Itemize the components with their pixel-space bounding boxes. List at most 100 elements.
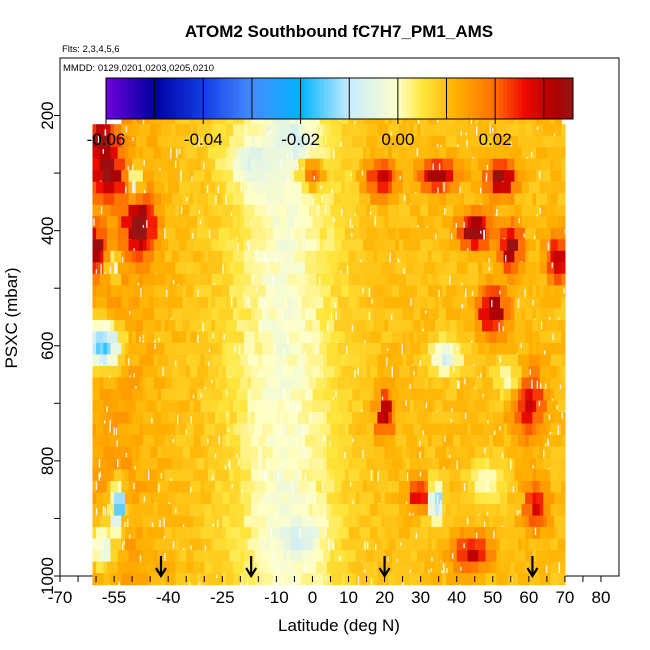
heatmap-cell bbox=[420, 124, 425, 137]
heatmap-cell bbox=[135, 527, 144, 540]
heatmap-cell bbox=[254, 193, 267, 206]
heatmap-cell bbox=[384, 446, 389, 459]
heatmap-cell bbox=[330, 423, 339, 436]
flight-track-mark bbox=[324, 576, 327, 580]
heatmap-cell bbox=[233, 527, 241, 540]
flight-track-mark bbox=[545, 443, 547, 449]
heatmap-cell bbox=[370, 492, 375, 505]
heatmap-cell bbox=[121, 273, 130, 286]
flight-track-mark bbox=[511, 577, 513, 583]
heatmap-cell bbox=[312, 573, 317, 586]
heatmap-cell bbox=[438, 550, 443, 563]
heatmap-cell bbox=[492, 388, 501, 401]
heatmap-cell bbox=[204, 204, 209, 217]
heatmap-cell bbox=[287, 550, 292, 563]
heatmap-cell bbox=[150, 492, 155, 505]
heatmap-cell bbox=[420, 193, 429, 206]
heatmap-cell bbox=[366, 227, 378, 240]
heatmap-cell bbox=[435, 550, 440, 563]
heatmap-cell bbox=[240, 446, 252, 459]
heatmap-cell bbox=[561, 158, 566, 171]
heatmap-cell bbox=[492, 377, 505, 390]
flight-track-mark bbox=[116, 440, 118, 452]
heatmap-cell bbox=[474, 538, 487, 551]
heatmap-cell bbox=[399, 319, 411, 332]
heatmap-cell bbox=[449, 458, 461, 471]
heatmap-cell bbox=[193, 285, 202, 298]
heatmap-cell bbox=[536, 458, 544, 471]
heatmap-cell bbox=[251, 412, 256, 425]
heatmap-cell bbox=[503, 308, 512, 321]
flight-track-mark bbox=[122, 543, 124, 554]
heatmap-cell bbox=[269, 458, 281, 471]
heatmap-cell bbox=[514, 227, 526, 240]
heatmap-cell bbox=[193, 193, 198, 206]
heatmap-cell bbox=[96, 342, 101, 355]
flight-track-mark bbox=[170, 147, 172, 159]
heatmap-cell bbox=[211, 124, 216, 137]
heatmap-cell bbox=[294, 423, 303, 436]
heatmap-cell bbox=[431, 435, 443, 448]
heatmap-cell bbox=[507, 423, 512, 436]
heatmap-cell bbox=[124, 469, 130, 482]
colorbar-segment bbox=[386, 78, 391, 119]
heatmap-cell bbox=[373, 216, 382, 229]
heatmap-cell bbox=[298, 285, 306, 298]
flight-track-mark bbox=[296, 404, 298, 412]
heatmap-cell bbox=[510, 147, 523, 160]
heatmap-cell bbox=[471, 388, 479, 401]
heatmap-cell bbox=[355, 504, 360, 517]
flight-track-mark bbox=[557, 425, 560, 438]
heatmap-cell bbox=[514, 216, 519, 229]
heatmap-cell bbox=[352, 400, 364, 413]
heatmap-cell bbox=[485, 273, 494, 286]
heatmap-cell bbox=[182, 527, 187, 540]
heatmap-cell bbox=[489, 561, 494, 574]
heatmap-cell bbox=[330, 331, 342, 344]
heatmap-cell bbox=[197, 446, 205, 459]
heatmap-cell bbox=[395, 239, 400, 252]
heatmap-cell bbox=[193, 170, 205, 183]
heatmap-cell bbox=[478, 158, 490, 171]
heatmap-cell bbox=[207, 135, 216, 148]
heatmap-cell bbox=[352, 388, 357, 401]
heatmap-cell bbox=[117, 481, 122, 494]
heatmap-cell bbox=[406, 273, 411, 286]
heatmap-cell bbox=[132, 412, 144, 425]
heatmap-cell bbox=[460, 193, 465, 206]
flight-track-mark bbox=[464, 378, 466, 385]
heatmap-cell bbox=[128, 147, 137, 160]
heatmap-cell bbox=[442, 515, 454, 528]
heatmap-cell bbox=[262, 147, 270, 160]
heatmap-cell bbox=[117, 561, 126, 574]
heatmap-cell bbox=[179, 550, 187, 563]
heatmap-cell bbox=[420, 135, 429, 148]
heatmap-cell bbox=[352, 446, 360, 459]
heatmap-cell bbox=[269, 308, 277, 321]
heatmap-cell bbox=[240, 423, 249, 436]
heatmap-cell bbox=[337, 262, 342, 275]
flight-track-mark bbox=[224, 465, 227, 471]
heatmap-cell bbox=[478, 435, 483, 448]
heatmap-cell bbox=[251, 561, 259, 574]
heatmap-cell bbox=[381, 388, 389, 401]
heatmap-cell bbox=[435, 400, 443, 413]
heatmap-cell bbox=[373, 388, 382, 401]
heatmap-cell bbox=[280, 216, 285, 229]
heatmap-cell bbox=[225, 239, 238, 252]
heatmap-cell bbox=[312, 216, 324, 229]
heatmap-cell bbox=[157, 515, 166, 528]
heatmap-cell bbox=[121, 446, 126, 459]
heatmap-cell bbox=[514, 561, 526, 574]
heatmap-cell bbox=[359, 388, 371, 401]
heatmap-cell bbox=[222, 262, 227, 275]
heatmap-cell bbox=[265, 227, 274, 240]
heatmap-cell bbox=[103, 331, 108, 344]
flight-track-mark bbox=[180, 170, 182, 183]
heatmap-cell bbox=[168, 504, 173, 517]
heatmap-cell bbox=[391, 469, 396, 482]
heatmap-cell bbox=[124, 319, 137, 332]
flight-track-mark bbox=[297, 163, 299, 174]
flight-track-mark bbox=[231, 484, 233, 489]
heatmap-cell bbox=[406, 458, 411, 471]
